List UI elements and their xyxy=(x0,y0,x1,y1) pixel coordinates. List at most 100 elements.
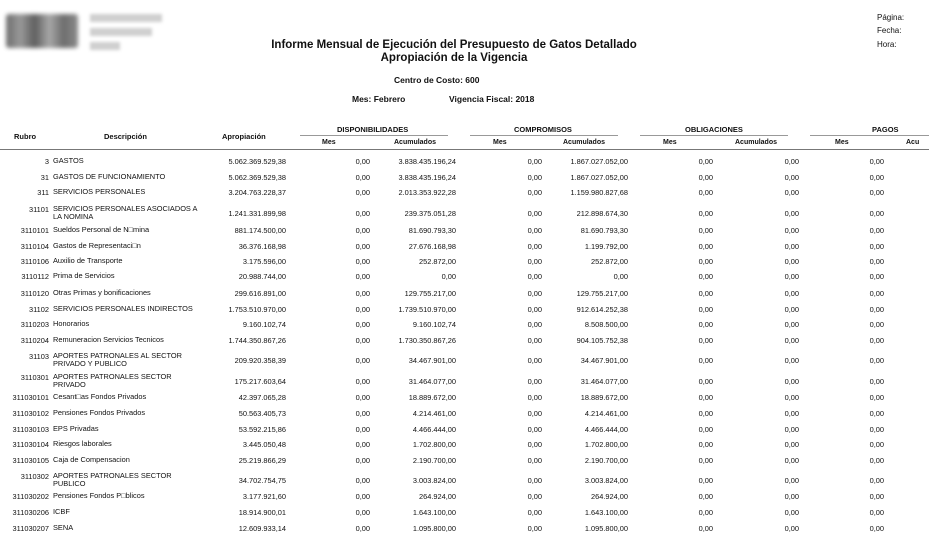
apropiacion-cell: 1.744.350.867,26 xyxy=(228,336,286,345)
pagos-mes-cell: 0,00 xyxy=(869,492,884,501)
rubro-cell: 3110204 xyxy=(20,336,49,345)
descripcion-cell: Riesgos laborales xyxy=(53,439,112,448)
rubro-cell: 3110112 xyxy=(21,272,49,281)
disp-acum-cell: 264.924,00 xyxy=(419,492,456,501)
subcol-mes: Mes xyxy=(493,139,507,146)
comp-mes-cell: 0,00 xyxy=(527,377,542,386)
disp-acum-cell: 2.190.700,00 xyxy=(412,456,456,465)
disp-mes-cell: 0,00 xyxy=(355,440,370,449)
comp-acum-cell: 0,00 xyxy=(613,272,628,281)
rubro-cell: 311030102 xyxy=(12,409,49,418)
apropiacion-cell: 1.753.510.970,00 xyxy=(228,305,286,314)
col-obligaciones: OBLIGACIONES xyxy=(685,125,743,134)
oblig-mes-cell: 0,00 xyxy=(698,524,713,533)
oblig-acum-cell: 0,00 xyxy=(784,377,799,386)
oblig-acum-cell: 0,00 xyxy=(784,336,799,345)
comp-acum-cell: 912.614.252,38 xyxy=(576,305,628,314)
rubro-cell: 31103 xyxy=(28,352,49,361)
disp-mes-cell: 0,00 xyxy=(355,209,370,218)
disp-mes-cell: 0,00 xyxy=(355,393,370,402)
oblig-mes-cell: 0,00 xyxy=(698,272,713,281)
comp-acum-cell: 212.898.674,30 xyxy=(576,209,628,218)
oblig-acum-cell: 0,00 xyxy=(784,508,799,517)
apropiacion-cell: 3.177.921,60 xyxy=(242,492,286,501)
pagos-mes-cell: 0,00 xyxy=(869,226,884,235)
apropiacion-cell: 299.616.891,00 xyxy=(234,289,286,298)
pagos-mes-cell: 0,00 xyxy=(869,289,884,298)
comp-acum-cell: 2.190.700,00 xyxy=(584,456,628,465)
apropiacion-cell: 1.241.331.899,98 xyxy=(228,209,286,218)
disp-acum-cell: 3.838.435.196,24 xyxy=(398,157,456,166)
descripcion-cell: APORTES PATRONALES SECTOR PUBLICO xyxy=(53,471,172,488)
rubro-cell: 311030103 xyxy=(12,425,49,434)
oblig-acum-cell: 0,00 xyxy=(784,440,799,449)
comp-acum-cell: 3.003.824,00 xyxy=(584,476,628,485)
descripcion-cell: Otras Primas y bonificaciones xyxy=(53,288,151,297)
comp-mes-cell: 0,00 xyxy=(527,336,542,345)
oblig-acum-cell: 0,00 xyxy=(784,272,799,281)
pagos-mes-cell: 0,00 xyxy=(869,157,884,166)
disp-acum-cell: 1.643.100,00 xyxy=(412,508,456,517)
pagos-mes-cell: 0,00 xyxy=(869,377,884,386)
comp-mes-cell: 0,00 xyxy=(527,409,542,418)
comp-acum-cell: 81.690.793,30 xyxy=(580,226,628,235)
apropiacion-cell: 50.563.405,73 xyxy=(238,409,286,418)
comp-mes-cell: 0,00 xyxy=(527,188,542,197)
apropiacion-cell: 9.160.102,74 xyxy=(242,320,286,329)
comp-mes-cell: 0,00 xyxy=(527,492,542,501)
descripcion-cell: SERVICIOS PERSONALES xyxy=(53,187,146,196)
oblig-mes-cell: 0,00 xyxy=(698,476,713,485)
comp-mes-cell: 0,00 xyxy=(527,356,542,365)
disp-acum-cell: 129.755.217,00 xyxy=(404,289,456,298)
divider xyxy=(640,135,788,136)
logo-text-blur xyxy=(90,28,152,36)
descripcion-cell: Caja de Compensacion xyxy=(53,455,130,464)
descripcion-cell: SERVICIOS PERSONALES ASOCIADOS A LA NOMI… xyxy=(53,204,198,221)
rubro-cell: 31101 xyxy=(28,205,49,214)
oblig-mes-cell: 0,00 xyxy=(698,377,713,386)
disp-mes-cell: 0,00 xyxy=(355,157,370,166)
oblig-acum-cell: 0,00 xyxy=(784,456,799,465)
rubro-cell: 31102 xyxy=(28,305,49,314)
pagos-mes-cell: 0,00 xyxy=(869,409,884,418)
pagos-mes-cell: 0,00 xyxy=(869,456,884,465)
report-title: Informe Mensual de Ejecución del Presupu… xyxy=(271,39,637,51)
disp-mes-cell: 0,00 xyxy=(355,173,370,182)
apropiacion-cell: 3.445.050,48 xyxy=(242,440,286,449)
comp-mes-cell: 0,00 xyxy=(527,320,542,329)
comp-acum-cell: 34.467.901,00 xyxy=(580,356,628,365)
oblig-mes-cell: 0,00 xyxy=(698,356,713,365)
comp-mes-cell: 0,00 xyxy=(527,157,542,166)
apropiacion-cell: 20.988.744,00 xyxy=(238,272,286,281)
descripcion-cell: Honorarios xyxy=(53,319,90,328)
comp-mes-cell: 0,00 xyxy=(527,456,542,465)
disp-acum-cell: 3.003.824,00 xyxy=(412,476,456,485)
oblig-acum-cell: 0,00 xyxy=(784,356,799,365)
rubro-cell: 311030101 xyxy=(12,393,49,402)
oblig-acum-cell: 0,00 xyxy=(784,226,799,235)
pagos-mes-cell: 0,00 xyxy=(869,242,884,251)
comp-acum-cell: 4.214.461,00 xyxy=(584,409,628,418)
oblig-mes-cell: 0,00 xyxy=(698,456,713,465)
oblig-acum-cell: 0,00 xyxy=(784,393,799,402)
comp-acum-cell: 264.924,00 xyxy=(591,492,628,501)
descripcion-cell: SERVICIOS PERSONALES INDIRECTOS xyxy=(53,304,193,313)
descripcion-cell: Cesant□as Fondos Privados xyxy=(53,392,147,401)
pagos-mes-cell: 0,00 xyxy=(869,320,884,329)
oblig-mes-cell: 0,00 xyxy=(698,508,713,517)
col-compromisos: COMPROMISOS xyxy=(514,125,572,134)
oblig-acum-cell: 0,00 xyxy=(784,476,799,485)
col-descripcion: Descripción xyxy=(104,132,147,141)
descripcion-cell: APORTES PATRONALES AL SECTOR PRIVADO Y P… xyxy=(53,351,182,368)
disp-acum-cell: 18.889.672,00 xyxy=(408,393,456,402)
comp-acum-cell: 1.159.980.827,68 xyxy=(570,188,628,197)
rubro-cell: 3110301 xyxy=(20,373,49,382)
descripcion-cell: SENA xyxy=(53,523,74,532)
comp-mes-cell: 0,00 xyxy=(527,508,542,517)
oblig-acum-cell: 0,00 xyxy=(784,425,799,434)
pagos-mes-cell: 0,00 xyxy=(869,173,884,182)
disp-mes-cell: 0,00 xyxy=(355,289,370,298)
vigencia-label: Vigencia Fiscal: 2018 xyxy=(449,94,535,104)
apropiacion-cell: 175.217.603,64 xyxy=(234,377,286,386)
pagos-mes-cell: 0,00 xyxy=(869,440,884,449)
